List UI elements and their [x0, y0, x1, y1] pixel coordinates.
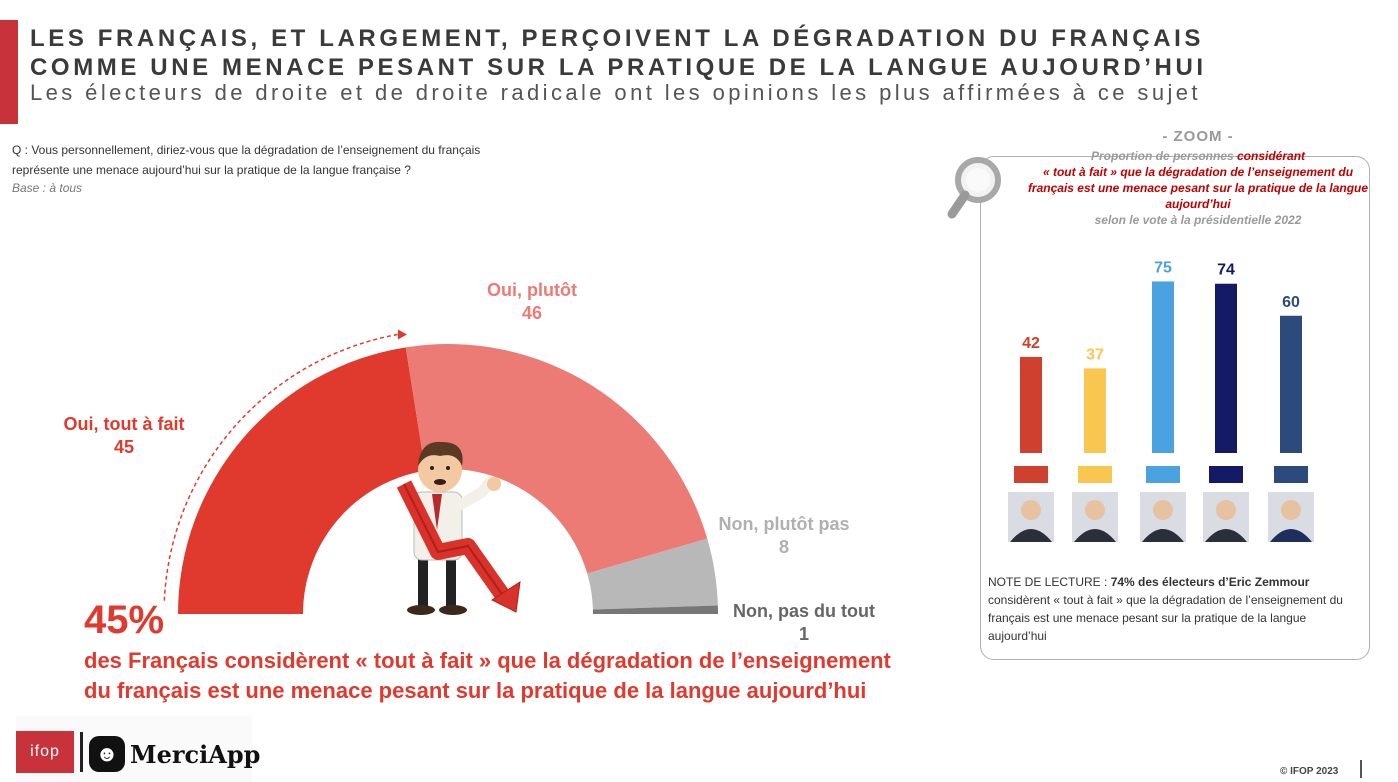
gauge-segment-pas-du-tout: [592, 605, 718, 614]
candidate-portrait-le-pen: [1268, 492, 1314, 542]
gauge-label-plutot: Oui, plutôt: [487, 280, 577, 300]
copyright: © IFOP 2023: [1280, 766, 1339, 777]
zoom-bar-zemmour: [1215, 283, 1237, 453]
highlight-caption: des Français considèrent « tout à fait »…: [84, 648, 891, 703]
merciapp-logo: MerciApp: [130, 740, 261, 769]
gauge-label-plutot-pas: Non, plutôt pas: [719, 514, 850, 534]
zoom-bar-melenchon: [1020, 356, 1042, 453]
candidate-portrait-macron: [1072, 492, 1118, 542]
candidate-portrait-melenchon: [1008, 492, 1054, 542]
zoom-color-key-pecresse: [1146, 466, 1180, 483]
worried-man-illustration: [396, 441, 521, 615]
gauge-value-plutot-pas: 8: [779, 537, 789, 557]
zoom-color-key-le-pen: [1274, 466, 1308, 483]
logo-separator: [80, 732, 83, 772]
gauge-value-plutot: 46: [522, 303, 542, 323]
gauge-segment-plutot-pas: [587, 538, 718, 610]
zoom-bar-value-pecresse: 75: [1154, 259, 1172, 276]
accent-bar: [0, 20, 18, 124]
zoom-bar-value-zemmour: 74: [1217, 262, 1235, 279]
zoom-bar-macron: [1084, 368, 1106, 453]
page-title: LES FRANÇAIS, ET LARGEMENT, PERÇOIVENT L…: [30, 25, 1207, 81]
gauge-segment-plutot: [405, 344, 708, 574]
zoom-color-key-zemmour: [1209, 466, 1243, 483]
gauge-arrow-head: [397, 329, 407, 340]
ifop-logo: ifop: [16, 731, 74, 773]
candidate-portrait-zemmour: [1203, 492, 1249, 542]
zoom-bar-value-macron: 37: [1086, 346, 1104, 363]
survey-base: Base : à tous: [12, 181, 83, 195]
zoom-bar-pecresse: [1152, 281, 1174, 453]
gauge-arrow: [163, 333, 399, 601]
gauge-value-tout-a-fait: 45: [114, 437, 134, 457]
gauge-label-pas-du-tout: Non, pas du tout: [733, 601, 875, 621]
gauge-label-tout-a-fait: Oui, tout à fait: [64, 414, 185, 434]
page-subtitle: Les électeurs de droite et de droite rad…: [30, 80, 1201, 105]
gauge-value-pas-du-tout: 1: [799, 624, 809, 644]
zoom-description: Proportion de personnes considérant « to…: [1027, 149, 1369, 227]
zoom-bar-le-pen: [1280, 315, 1302, 453]
zoom-panel: [980, 156, 1370, 660]
zoom-bar-value-melenchon: 42: [1022, 335, 1040, 352]
survey-question: Q : Vous personnellement, diriez-vous qu…: [12, 143, 481, 177]
candidate-portrait-pecresse: [1140, 492, 1186, 542]
zoom-bar-value-le-pen: 60: [1282, 294, 1300, 311]
zoom-color-key-melenchon: [1014, 466, 1048, 483]
zoom-color-key-macron: [1078, 466, 1112, 483]
gauge-segment-tout-a-fait: [178, 347, 426, 614]
highlight-value: 45%: [84, 598, 165, 642]
zoom-title: - ZOOM -: [1162, 128, 1234, 145]
reading-note: NOTE DE LECTURE : 74% des électeurs d’Er…: [988, 575, 1343, 643]
merciapp-icon: ☻: [89, 736, 125, 772]
copyright-divider: [1360, 760, 1362, 778]
